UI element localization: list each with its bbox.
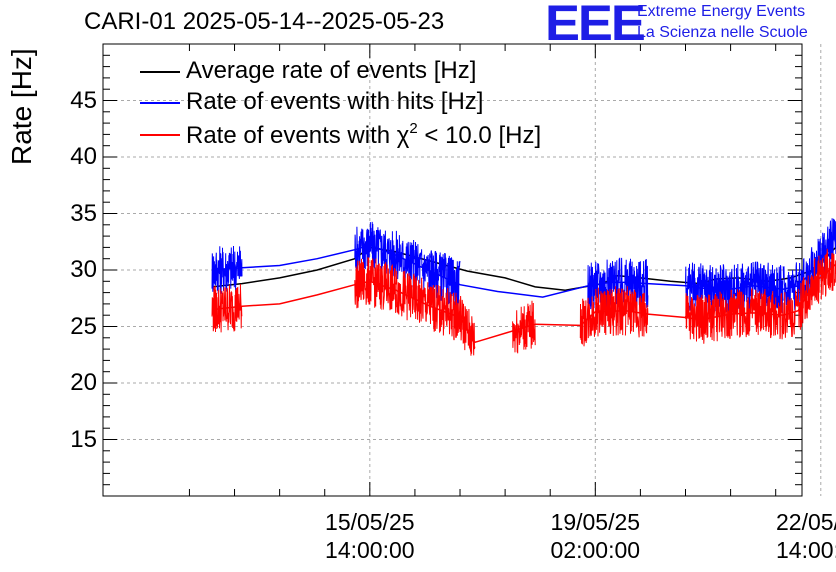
y-tick-label: 35 [70,199,97,227]
legend-label-chi2-tail: < 10.0 [Hz] [417,122,542,149]
legend-label-hits: Rate of events with hits [Hz] [186,88,484,115]
chart-title: CARI-01 2025-05-14--2025-05-23 [84,8,445,35]
x-tick-label: 15/05/25 14:00:00 [290,508,450,564]
brand-line-2: La Scienza nelle Scuole [637,24,808,41]
y-tick-label: 20 [70,369,97,396]
legend-label-average: Average rate of events [Hz] [186,57,477,84]
y-tick-label: 25 [70,312,97,340]
x-tick-time: 14:00:00 [776,537,836,563]
y-tick-label: 45 [70,86,97,114]
y-tick-label: 40 [70,143,97,170]
y-axis-label: Rate [Hz] [6,48,37,165]
legend-entry-average: Average rate of events [Hz] [186,57,476,85]
y-tick-label: 15 [70,425,97,453]
y-tick-label: 30 [70,256,97,283]
legend-entry-hits: Rate of events with hits [Hz] [186,88,483,116]
legend-label-chi2-sup: 2 [409,120,418,137]
x-tick-date: 15/05/25 [325,509,415,535]
series-noise-2 [211,248,836,356]
brand-line-1: Extreme Energy Events [637,3,806,20]
x-tick-time: 02:00:00 [550,537,641,563]
x-tick-date: 19/05/25 [550,509,641,535]
legend-entry-chi2: Rate of events with χ2 < 10.0 [Hz] [186,120,541,150]
x-tick-label: 19/05/25 02:00:00 [515,508,675,564]
x-tick-time: 14:00:00 [325,537,415,563]
eee-logo: EEE [545,0,646,51]
legend-label-chi2-main: Rate of events with χ [186,122,410,149]
x-tick-date: 22/05/25 [776,509,836,535]
